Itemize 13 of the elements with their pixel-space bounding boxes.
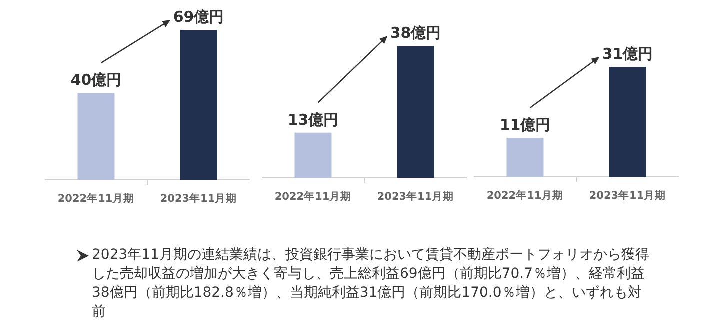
data-label: 40億円	[70, 71, 122, 90]
x-tick-label: 2023年11月期	[589, 189, 666, 202]
data-label: 69億円	[173, 8, 224, 26]
x-tick-label: 2022年11月期	[274, 190, 352, 203]
x-tick-label: 2023年11月期	[160, 192, 238, 205]
data-label: 13億円	[288, 110, 339, 129]
x-tick-label: 2022年11月期	[58, 192, 135, 205]
text: 2023年11月期の連結業績は、投資銀行事業において賃貸不動産ポートフォリオから獲得した売却収益の増加が大きく寄与し、売上総利益69億円（前期比70.7％増）、経常利益38億円（前期比182.8％増）、当期純利益31億円（前期比170.0％増）と、いずれも対前	[92, 246, 650, 322]
data-label: 38億円	[390, 24, 442, 42]
x-tick-label: 2022年11月期	[486, 189, 564, 202]
data-label: 11億円	[500, 116, 551, 134]
x-tick-label: 2023年11月期	[377, 190, 454, 203]
data-label: 31億円	[602, 45, 654, 63]
